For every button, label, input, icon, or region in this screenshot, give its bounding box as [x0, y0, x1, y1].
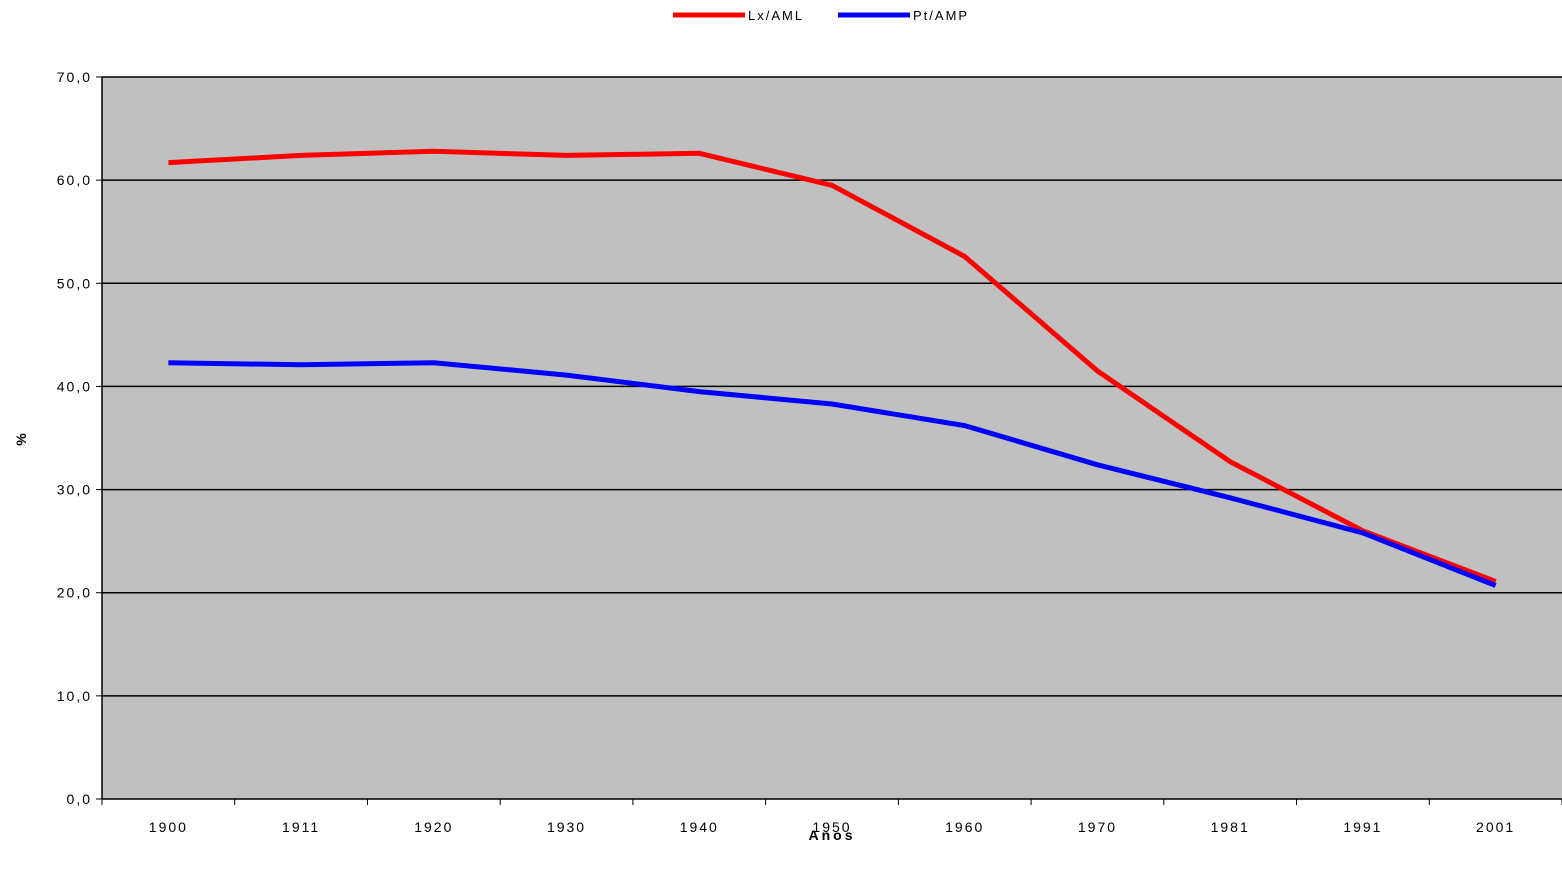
legend: Lx/AML Pt/AMP	[673, 8, 969, 23]
axes	[101, 77, 1562, 800]
y-axis-title: %	[13, 430, 29, 445]
series-lines	[168, 148, 1497, 588]
legend-label-lx-aml: Lx/AML	[748, 8, 804, 23]
series-line-pt-amp	[168, 360, 1497, 588]
y-tick-label: 0,0	[67, 791, 92, 807]
x-tick-label: 1970	[1078, 819, 1117, 835]
x-tick-label: 1920	[414, 819, 453, 835]
y-tick-label: 20,0	[57, 585, 92, 601]
x-tick-label: 1940	[680, 819, 719, 835]
legend-label-pt-amp: Pt/AMP	[913, 8, 969, 23]
y-tick-label: 70,0	[57, 69, 92, 85]
y-tick-label: 40,0	[57, 378, 92, 394]
x-tick-label: 1900	[149, 819, 188, 835]
x-tick-label: 1930	[547, 819, 586, 835]
x-tick-label: 1981	[1211, 819, 1250, 835]
x-tick-label: 2001	[1476, 819, 1515, 835]
series-line-lx-aml	[168, 148, 1497, 584]
x-tick-label: 1991	[1343, 819, 1382, 835]
y-tick-label: 10,0	[57, 688, 92, 704]
y-tick-label: 50,0	[57, 275, 92, 291]
x-tick-label: 1960	[945, 819, 984, 835]
y-tick-label: 60,0	[57, 172, 92, 188]
x-tick-label: 1950	[812, 819, 851, 835]
x-axis-title: Anos	[809, 827, 856, 843]
x-axis-ticks: 1900 1911 1920 1930 1940 1950 1960 1970 1981 1991…	[101, 799, 1562, 835]
x-tick-label: 1911	[282, 819, 320, 835]
y-tick-label: 30,0	[57, 482, 92, 498]
y-axis-ticks: 0,0 10,0 20,0 30,0 40,0 50,0 60,0 70,0	[57, 69, 102, 807]
gridlines	[102, 76, 1562, 697]
plot-area	[102, 77, 1562, 799]
